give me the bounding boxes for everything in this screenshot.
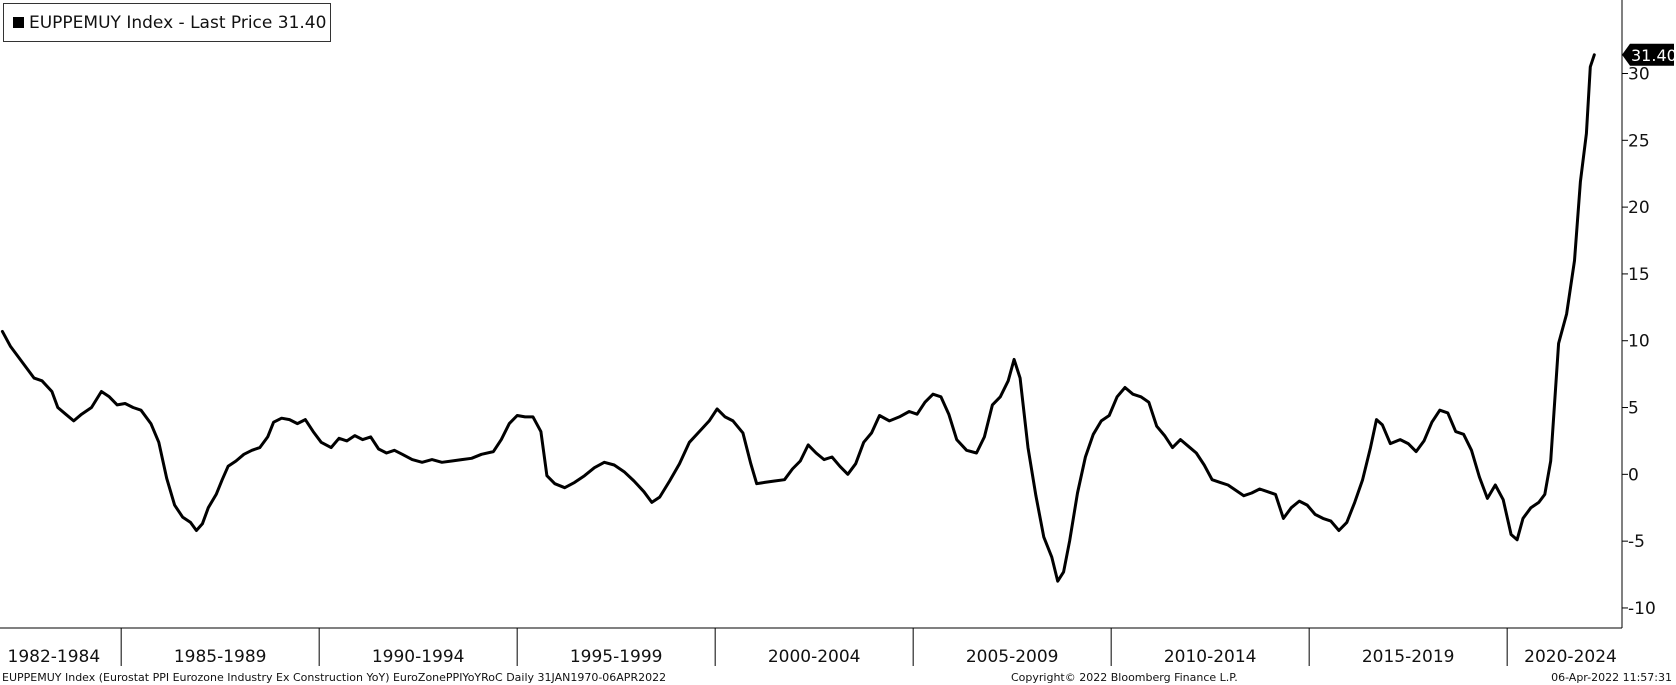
footer-timestamp: 06-Apr-2022 11:57:31 bbox=[1551, 671, 1672, 684]
y-tick-label: 25 bbox=[1628, 131, 1650, 151]
x-tick-label: 1982-1984 bbox=[8, 647, 101, 667]
y-tick-label: 5 bbox=[1628, 399, 1639, 419]
footer-description: EUPPEMUY Index (Eurostat PPI Eurozone In… bbox=[2, 671, 666, 684]
x-tick-label: 2000-2004 bbox=[768, 647, 861, 667]
last-value-marker: 31.40 bbox=[1622, 43, 1676, 66]
x-tick-label: 1995-1999 bbox=[570, 647, 663, 667]
series-line bbox=[0, 53, 1596, 583]
y-tick-label: -10 bbox=[1628, 599, 1656, 619]
footer-copyright: Copyright© 2022 Bloomberg Finance L.P. bbox=[1011, 671, 1238, 684]
y-tick-label: 30 bbox=[1628, 64, 1650, 84]
legend-swatch bbox=[13, 17, 24, 28]
last-value-label: 31.40 bbox=[1631, 46, 1676, 65]
plot-area bbox=[0, 53, 1596, 583]
y-tick-label: 20 bbox=[1628, 198, 1650, 218]
y-axis: -10 -5 0 5 10 15 20 25 30 bbox=[1621, 0, 1656, 628]
x-tick-label: 2010-2014 bbox=[1164, 647, 1257, 667]
legend: EUPPEMUY Index - Last Price 31.40 bbox=[3, 3, 331, 42]
legend-label: EUPPEMUY Index - Last Price 31.40 bbox=[29, 13, 326, 33]
legend-box bbox=[3, 3, 331, 42]
x-tick-label: 2020-2024 bbox=[1524, 647, 1617, 667]
last-value-badge bbox=[1622, 43, 1674, 66]
x-tick-label: 2005-2009 bbox=[966, 647, 1059, 667]
x-axis: 1982-1984 1985-1989 1990-1994 1995-1999 2000… bbox=[0, 627, 1622, 667]
y-tick-label: 10 bbox=[1628, 332, 1650, 352]
footer: EUPPEMUY Index (Eurostat PPI Eurozone In… bbox=[2, 671, 1672, 684]
x-tick-label: 1990-1994 bbox=[372, 647, 465, 667]
y-tick-label: 15 bbox=[1628, 265, 1650, 285]
y-tick-label: 0 bbox=[1628, 465, 1639, 485]
x-tick-label: 1985-1989 bbox=[174, 647, 267, 667]
y-tick-label: -5 bbox=[1628, 532, 1645, 552]
x-tick-label: 2015-2019 bbox=[1362, 647, 1455, 667]
